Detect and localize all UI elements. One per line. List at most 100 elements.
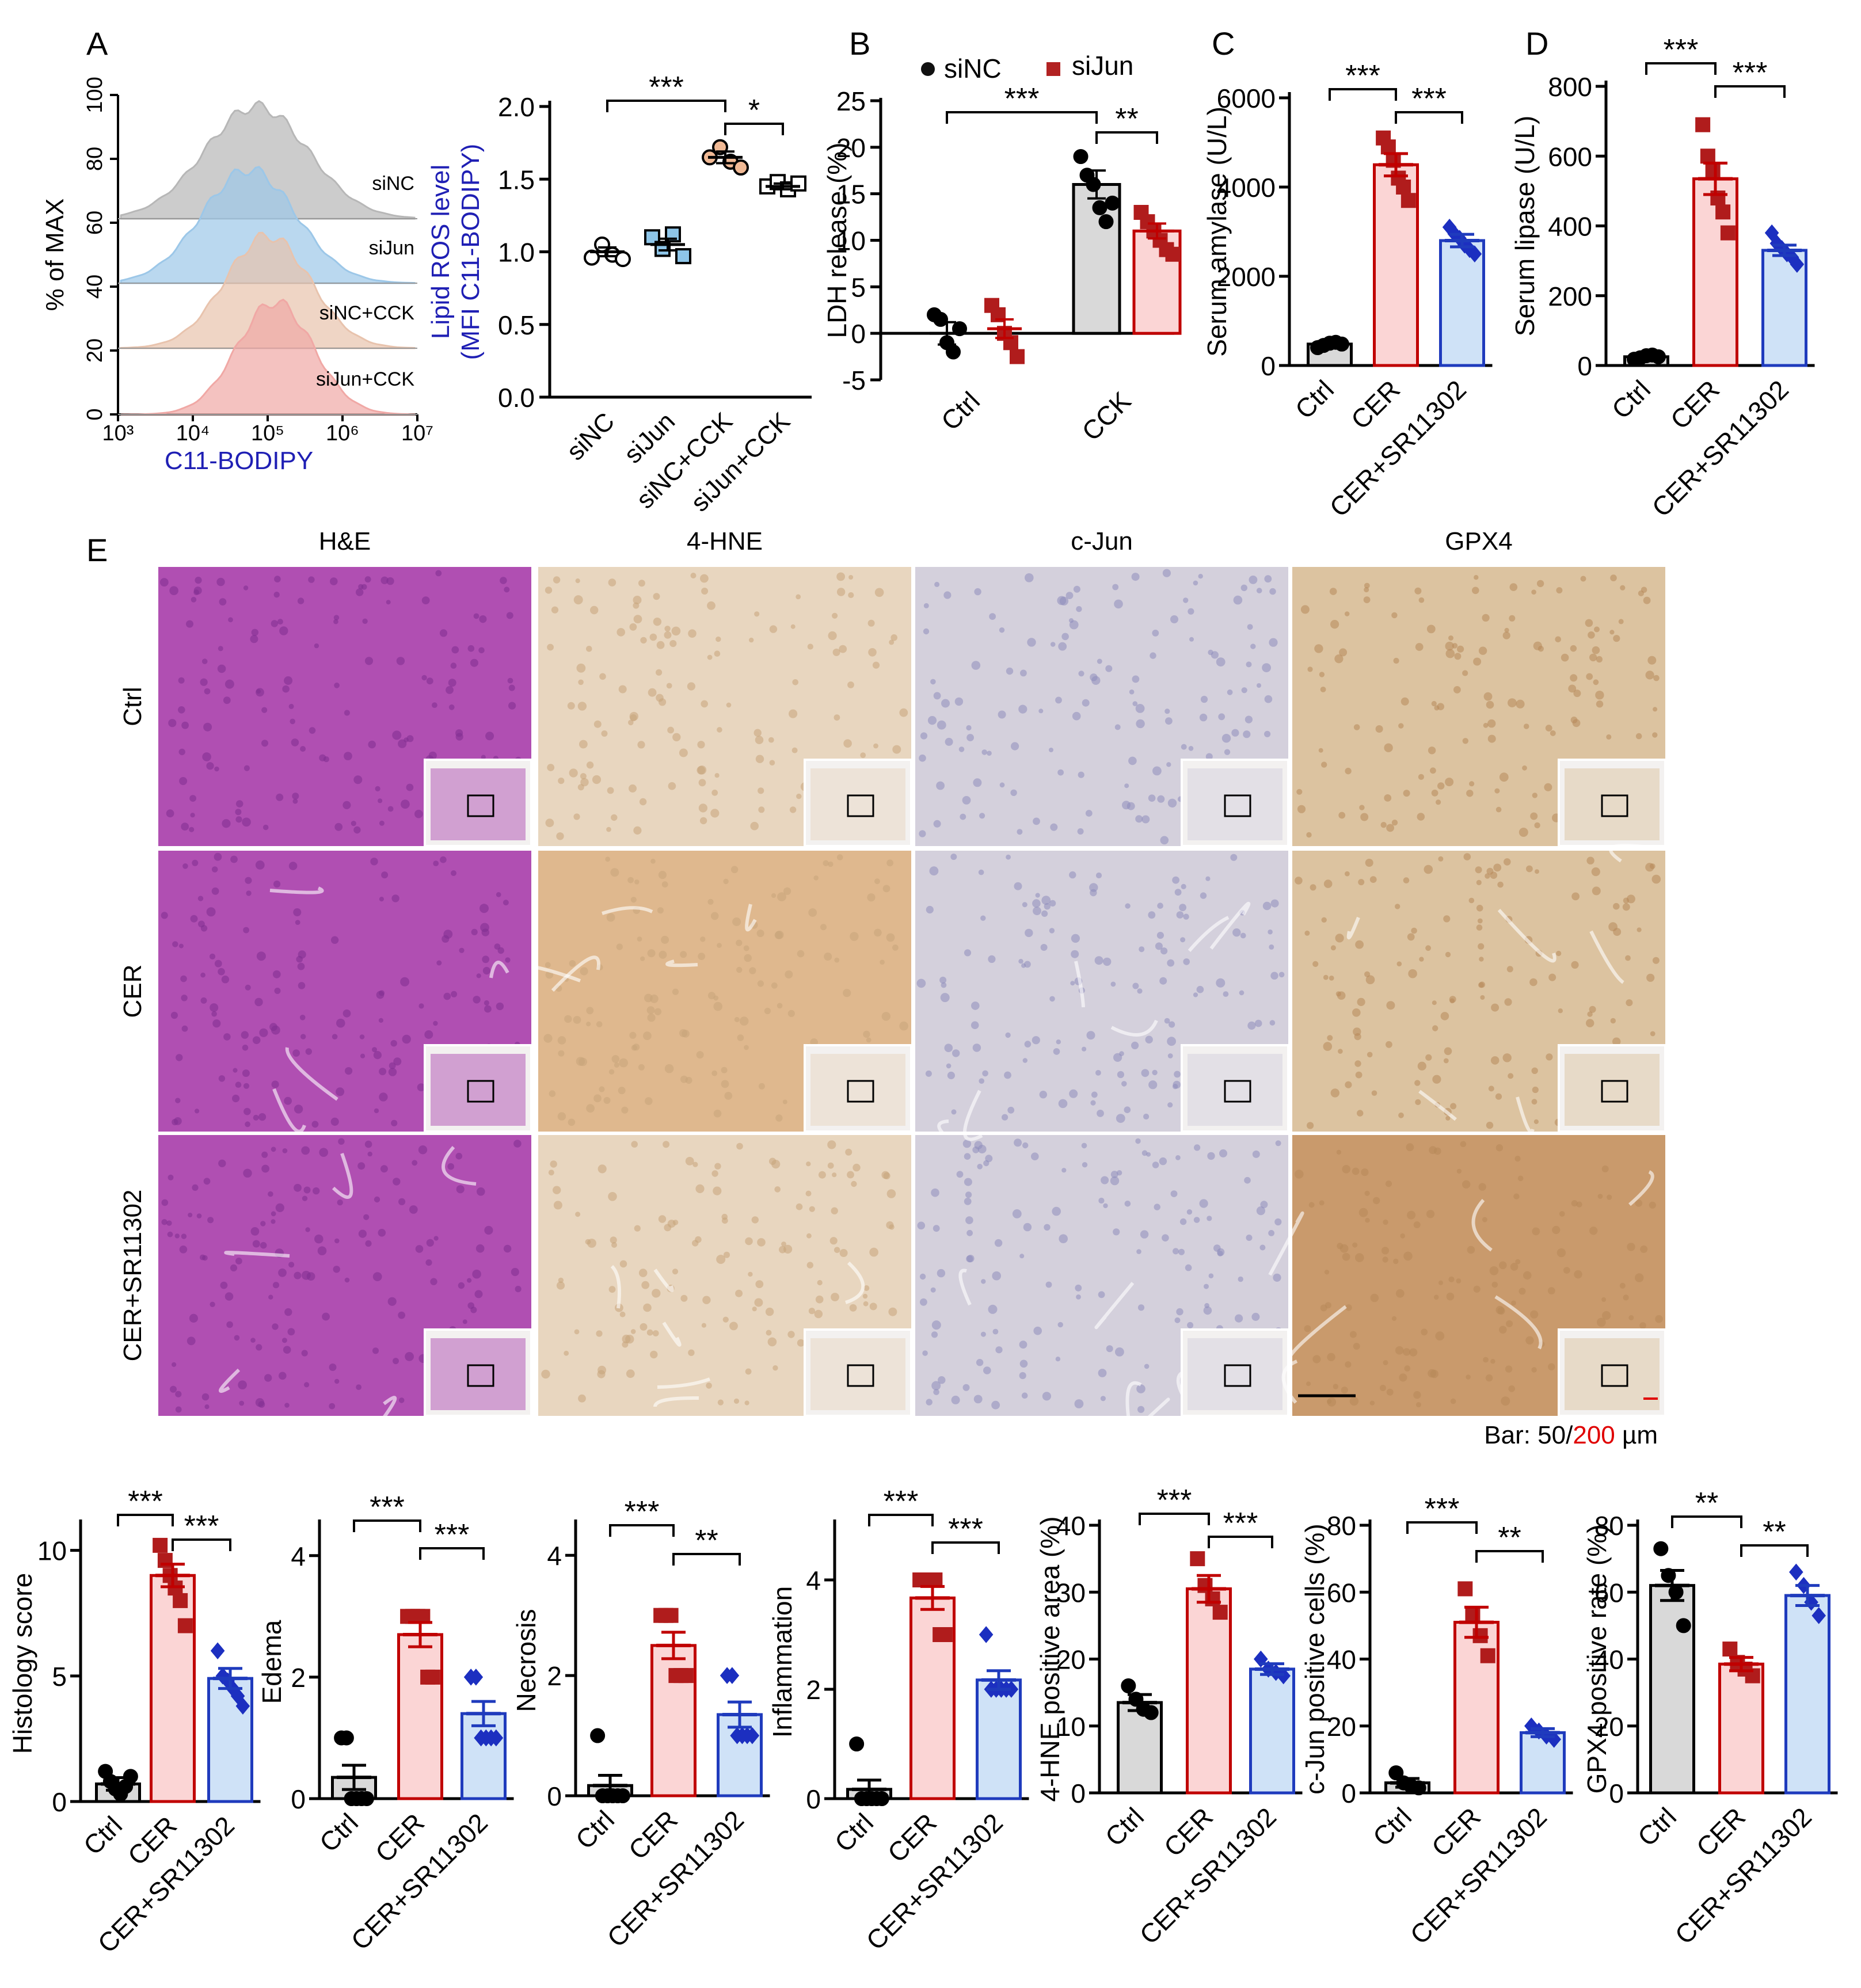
nucleus (1324, 1270, 1330, 1275)
nucleus (393, 1178, 401, 1186)
tissue-septum (1609, 843, 1661, 863)
nucleus (1552, 1225, 1561, 1235)
nucleus (834, 714, 840, 721)
nucleus (1625, 955, 1631, 961)
nucleus (1596, 656, 1603, 663)
column-header: 4-HNE (687, 527, 763, 555)
nucleus (1071, 950, 1079, 958)
nucleus (1434, 705, 1440, 711)
nucleus (279, 626, 288, 635)
nucleus (717, 727, 722, 733)
nucleus (1117, 1071, 1124, 1079)
nucleus (161, 1199, 169, 1206)
nucleus (1514, 1156, 1521, 1162)
nucleus (508, 684, 515, 691)
nucleus (640, 956, 645, 961)
nucleus (629, 1031, 637, 1039)
nucleus (625, 1335, 634, 1344)
nucleus (919, 830, 926, 837)
nucleus (1650, 1031, 1656, 1037)
nucleus (239, 1400, 245, 1406)
nucleus (1592, 886, 1601, 896)
nucleus (1275, 1140, 1281, 1147)
nucleus (224, 1292, 234, 1301)
nucleus (777, 1003, 783, 1009)
nucleus (1430, 767, 1436, 774)
nucleus (577, 702, 587, 711)
nucleus (252, 1036, 261, 1044)
nucleus (1175, 1155, 1181, 1160)
y-axis-label: Necrosis (511, 1609, 541, 1712)
nucleus (1075, 1284, 1082, 1292)
nucleus (235, 1081, 242, 1088)
nucleus (1300, 605, 1310, 614)
nucleus (418, 1145, 428, 1155)
nucleus (1023, 1222, 1032, 1232)
tissue-septum (1471, 1199, 1493, 1252)
data-point (173, 1593, 188, 1608)
nucleus (271, 1080, 279, 1088)
y-axis-label: Serum lipase (U/L) (1510, 116, 1540, 336)
nucleus (1513, 1193, 1520, 1199)
nucleus (1208, 1273, 1214, 1278)
nucleus (1532, 1227, 1540, 1236)
nucleus (304, 1382, 310, 1388)
nucleus (769, 760, 775, 766)
nucleus (1337, 991, 1346, 1000)
y-axis-label: c-Jun positive cells (%) (1300, 1524, 1330, 1794)
nucleus (188, 1213, 193, 1217)
nucleus (1386, 1001, 1395, 1010)
x-tick-label: Ctrl (1632, 1802, 1682, 1852)
nucleus (1162, 1234, 1169, 1241)
nucleus (253, 1114, 259, 1121)
nucleus (692, 1161, 698, 1167)
nucleus (1489, 1266, 1499, 1275)
nucleus (791, 747, 798, 753)
nucleus (851, 1180, 857, 1187)
nucleus (230, 855, 238, 863)
nucleus (367, 1151, 372, 1157)
nucleus (1573, 690, 1581, 698)
nucleus (661, 935, 669, 944)
nucleus (1526, 865, 1533, 873)
nucleus (216, 577, 225, 587)
y-tick-label: 100 (83, 77, 107, 113)
significance-label: ** (695, 1524, 718, 1557)
nucleus (1213, 1244, 1221, 1252)
y-tick-label: 40 (1056, 1511, 1086, 1541)
nucleus (947, 1071, 955, 1080)
nucleus (926, 1399, 933, 1406)
inset-tissue (431, 1338, 526, 1410)
nucleus (242, 1045, 249, 1051)
nucleus (735, 1289, 743, 1297)
nucleus (1137, 1304, 1145, 1311)
nucleus (1205, 876, 1211, 881)
data-point (1457, 1581, 1473, 1597)
nucleus (672, 988, 679, 995)
data-point (745, 1727, 760, 1745)
nucleus (1136, 1249, 1141, 1254)
nucleus (820, 924, 827, 931)
tissue-image (1268, 1135, 1666, 1417)
nucleus (972, 1043, 981, 1052)
nucleus (271, 1025, 280, 1035)
nucleus (557, 1112, 566, 1121)
significance-bracket (1475, 1550, 1544, 1563)
tissue-image (158, 851, 557, 1139)
nucleus (363, 1214, 370, 1220)
nucleus (1268, 1230, 1275, 1236)
nucleus (1403, 1251, 1413, 1261)
nucleus (1185, 1264, 1192, 1271)
nucleus (1445, 649, 1455, 658)
y-tick-label: 60 (1594, 1578, 1624, 1608)
nucleus (739, 1016, 749, 1026)
nucleus (1095, 872, 1102, 879)
nucleus (409, 1205, 418, 1214)
nucleus (170, 1385, 177, 1393)
y-tick-label: 0 (547, 1781, 562, 1811)
nucleus (628, 719, 634, 726)
nucleus (295, 920, 300, 925)
nucleus (243, 1168, 252, 1178)
tissue-image (915, 1090, 1289, 1439)
nucleus (579, 740, 588, 749)
